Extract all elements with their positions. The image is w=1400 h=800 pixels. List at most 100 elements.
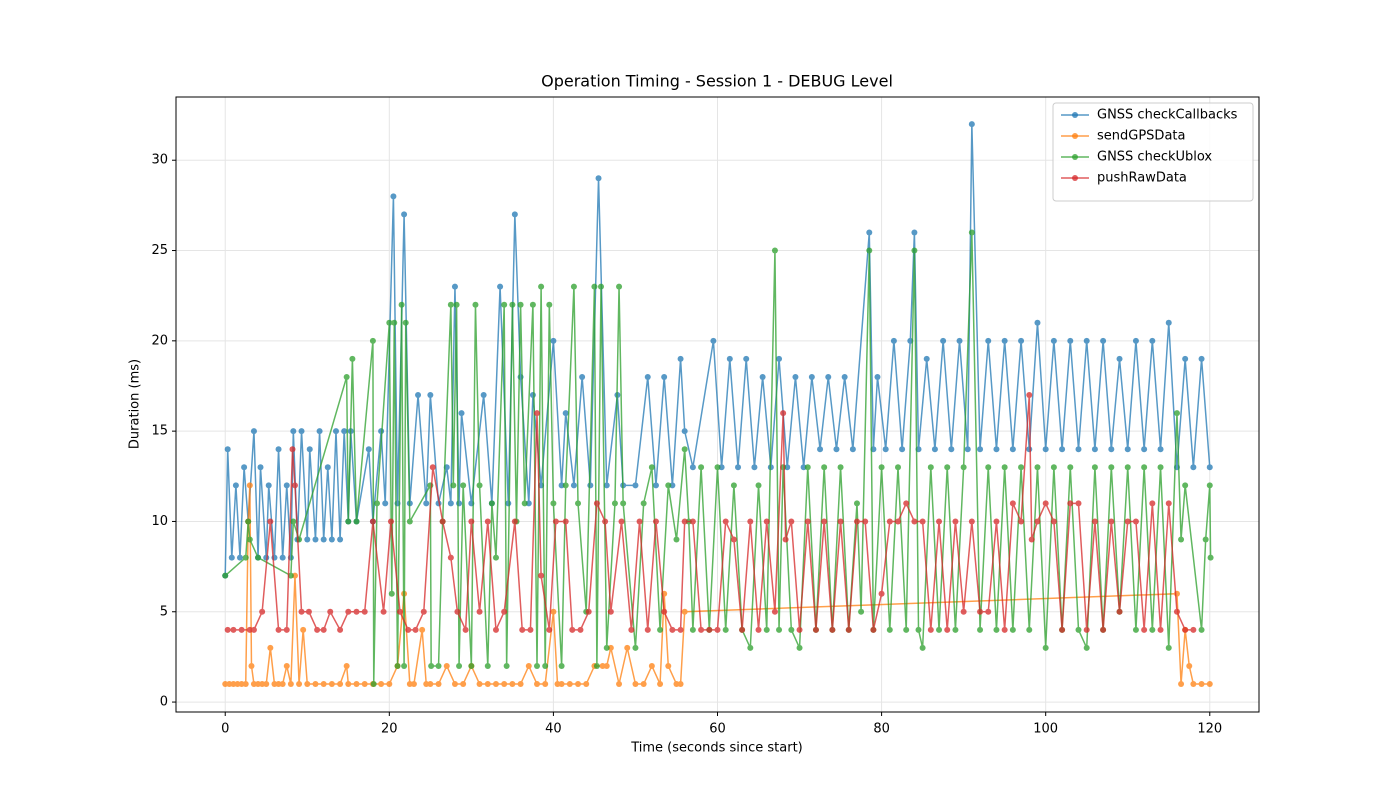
data-point <box>374 500 381 507</box>
data-point <box>616 283 623 290</box>
data-point <box>689 626 696 633</box>
data-point <box>279 554 286 561</box>
data-point <box>1141 446 1148 453</box>
data-point <box>1042 500 1049 507</box>
data-point <box>1026 392 1033 399</box>
data-point <box>632 681 639 688</box>
data-point <box>607 608 614 615</box>
data-point <box>1042 644 1049 651</box>
data-point <box>964 446 971 453</box>
data-point <box>751 464 758 471</box>
data-point <box>291 482 298 489</box>
data-point <box>259 681 266 688</box>
y-tick-label: 30 <box>151 153 168 168</box>
data-point <box>439 518 446 525</box>
y-tick-label: 5 <box>160 604 168 619</box>
plot-area <box>176 97 1259 712</box>
data-point <box>328 681 335 688</box>
data-point <box>911 247 918 254</box>
data-point <box>316 428 323 435</box>
data-point <box>1198 626 1205 633</box>
data-point <box>546 626 553 633</box>
data-point <box>1009 626 1016 633</box>
data-point <box>1202 536 1209 543</box>
data-point <box>558 482 565 489</box>
data-point <box>534 410 540 417</box>
data-point <box>1091 518 1098 525</box>
data-point <box>1034 518 1041 525</box>
data-point <box>804 518 811 525</box>
data-point <box>353 518 360 525</box>
legend-label: pushRawData <box>1097 171 1187 186</box>
data-point <box>940 337 947 344</box>
data-point <box>451 283 458 290</box>
data-point <box>1067 464 1074 471</box>
legend-marker <box>1072 112 1078 118</box>
data-point <box>246 482 253 489</box>
data-point <box>714 464 721 471</box>
plot-frame <box>175 96 1260 713</box>
data-point <box>657 681 664 688</box>
data-point <box>337 536 344 543</box>
data-point <box>853 500 860 507</box>
data-point <box>1001 626 1008 633</box>
y-tick-label: 25 <box>151 243 168 258</box>
data-point <box>468 662 475 669</box>
data-point <box>632 644 639 651</box>
data-point <box>298 428 305 435</box>
data-point <box>320 536 327 543</box>
x-tick-label: 0 <box>221 722 229 737</box>
data-point <box>275 626 282 633</box>
data-point <box>460 681 467 688</box>
data-point <box>228 554 235 561</box>
data-point <box>1091 446 1098 453</box>
data-point <box>562 410 569 417</box>
data-point <box>611 500 618 507</box>
data-point <box>337 681 344 688</box>
data-point <box>652 482 659 489</box>
data-point <box>640 681 647 688</box>
data-point <box>911 229 918 236</box>
data-point <box>345 608 352 615</box>
data-point <box>250 428 257 435</box>
data-point <box>245 518 252 525</box>
data-point <box>1165 319 1172 326</box>
data-point <box>923 355 930 362</box>
data-point <box>378 681 385 688</box>
data-point <box>429 464 436 471</box>
legend-marker <box>1072 154 1078 160</box>
data-point <box>398 301 405 308</box>
data-point <box>763 626 770 633</box>
data-point <box>620 500 627 507</box>
data-point <box>1001 337 1008 344</box>
data-point <box>882 446 889 453</box>
data-point <box>275 446 282 453</box>
data-point <box>1157 626 1164 633</box>
data-point <box>382 500 389 507</box>
data-point <box>456 500 463 507</box>
data-point <box>681 428 688 435</box>
data-point <box>1083 337 1090 344</box>
data-point <box>977 446 984 453</box>
data-point <box>648 464 655 471</box>
data-point <box>458 410 465 417</box>
data-point <box>415 392 422 399</box>
data-point <box>468 518 475 525</box>
data-point <box>332 428 339 435</box>
data-point <box>472 301 479 308</box>
data-point <box>593 662 600 669</box>
data-point <box>435 681 442 688</box>
data-point <box>353 608 360 615</box>
legend-box <box>1052 102 1254 202</box>
data-point <box>1050 518 1057 525</box>
data-point <box>782 536 789 543</box>
data-point <box>1116 608 1123 615</box>
data-point <box>585 608 592 615</box>
data-point <box>796 626 803 633</box>
data-point <box>406 518 413 525</box>
data-point <box>936 518 943 525</box>
data-point <box>1083 626 1090 633</box>
data-point <box>726 355 733 362</box>
data-point <box>718 464 725 471</box>
data-point <box>259 608 266 615</box>
